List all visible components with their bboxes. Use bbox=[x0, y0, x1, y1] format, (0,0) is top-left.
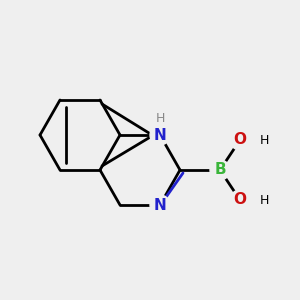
Text: H: H bbox=[259, 194, 269, 206]
Circle shape bbox=[150, 125, 170, 145]
Circle shape bbox=[230, 130, 250, 150]
Text: H: H bbox=[155, 112, 165, 124]
Text: N: N bbox=[154, 128, 166, 142]
Text: O: O bbox=[233, 133, 247, 148]
Text: H: H bbox=[259, 134, 269, 146]
Text: N: N bbox=[154, 197, 166, 212]
Circle shape bbox=[150, 195, 170, 215]
Circle shape bbox=[230, 190, 250, 210]
Text: B: B bbox=[214, 163, 226, 178]
Text: O: O bbox=[233, 193, 247, 208]
Circle shape bbox=[210, 160, 230, 180]
